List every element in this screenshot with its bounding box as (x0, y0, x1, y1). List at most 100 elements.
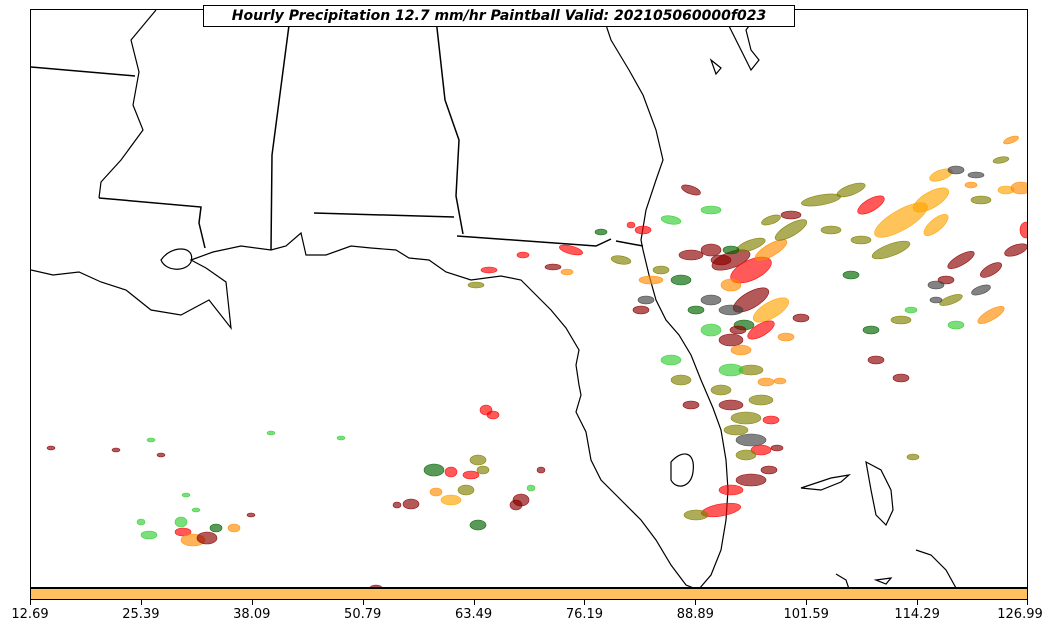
precip-blob (444, 466, 458, 478)
state-borders (31, 10, 644, 251)
precip-blob (196, 531, 218, 545)
island (915, 549, 957, 587)
precip-blob (770, 444, 784, 452)
precip-blob (516, 251, 530, 259)
precip-blob (1004, 243, 1027, 257)
border-line (615, 240, 644, 247)
precip-blob (544, 263, 562, 271)
precip-blob (682, 400, 700, 410)
precip-blob (718, 399, 744, 411)
precip-blob (792, 313, 810, 323)
precip-blob (536, 466, 546, 474)
precip-blob (1019, 221, 1027, 239)
precip-blob (729, 325, 747, 335)
colorbar-tick (584, 600, 586, 605)
map-title: Hourly Precipitation 12.7 mm/hr Paintbal… (203, 5, 795, 27)
paintball-blobs (46, 135, 1027, 587)
island (800, 474, 851, 491)
precip-blob (638, 275, 664, 285)
precip-blob (486, 410, 500, 420)
island (709, 58, 722, 76)
precip-blob (748, 394, 774, 406)
precip-blob (687, 305, 705, 315)
precip-blob (660, 354, 682, 366)
colorbar-tick (695, 600, 697, 605)
precip-blob (904, 306, 918, 314)
colorbar-tick-label: 25.39 (122, 607, 160, 622)
border-line (456, 235, 612, 247)
precip-blob (174, 516, 188, 528)
precip-blob (480, 266, 498, 274)
precip-blob (730, 411, 762, 425)
precip-blob (850, 235, 872, 245)
colorbar (30, 588, 1028, 600)
precip-blob (927, 280, 945, 290)
colorbar-tick-label: 126.99 (997, 607, 1043, 622)
colorbar-tick (473, 600, 475, 605)
precip-blob (509, 499, 523, 511)
precip-blob (369, 584, 383, 587)
precip-blob (700, 294, 722, 306)
precip-blob (762, 415, 780, 425)
coastline (31, 10, 957, 587)
precip-blob (964, 181, 978, 189)
precip-blob (560, 268, 574, 276)
colorbar-tick (917, 600, 919, 605)
precip-blob (632, 305, 650, 315)
precip-blob (174, 527, 192, 537)
precip-blob (912, 187, 950, 213)
precip-blob (752, 297, 790, 323)
precip-blob (842, 270, 860, 280)
precip-blob (246, 512, 256, 518)
precip-blob (700, 323, 722, 337)
colorbar-tick-label: 50.79 (344, 607, 382, 622)
precip-blob (890, 315, 912, 325)
colorbar-tick-label: 63.49 (454, 607, 493, 622)
precip-blob (722, 245, 740, 255)
precip-blob (820, 225, 842, 235)
precip-blob (670, 274, 692, 286)
precip-blob (336, 435, 346, 441)
colorbar-tick (251, 600, 253, 605)
precip-blob (191, 507, 201, 513)
precip-blob (476, 465, 490, 475)
precip-blob (140, 530, 158, 540)
precip-blob (774, 219, 808, 241)
precip-blob (747, 320, 775, 340)
precip-blob (429, 487, 443, 497)
precip-blob (227, 523, 241, 533)
precip-blob (594, 228, 608, 236)
border-line (313, 212, 455, 218)
precip-blob (469, 519, 487, 531)
island (873, 577, 893, 585)
precip-blob (610, 255, 632, 265)
precip-blob (761, 214, 781, 226)
precip-blob (735, 433, 767, 447)
precip-blob (467, 281, 485, 289)
border-line (434, 10, 464, 235)
colorbar-tick (806, 600, 808, 605)
precip-blob (800, 193, 842, 207)
precip-blob (462, 470, 480, 480)
precip-blob (634, 225, 652, 235)
precip-blob (773, 377, 787, 385)
precip-blob (780, 210, 802, 220)
precip-blob (937, 275, 955, 285)
precip-blob (947, 320, 965, 330)
precip-blob (526, 484, 536, 492)
precip-blob (683, 509, 709, 521)
colorbar-tick-label: 12.69 (11, 607, 49, 622)
precip-blob (678, 249, 704, 261)
precip-blob (929, 296, 943, 304)
precip-blob (1010, 181, 1027, 195)
precip-blob (867, 355, 885, 365)
precip-blob (46, 445, 56, 451)
precip-blob (670, 374, 692, 386)
island (835, 573, 849, 587)
precip-blob (967, 171, 985, 179)
precip-blob (718, 333, 744, 347)
precip-blob (718, 304, 744, 316)
precip-blob (402, 498, 420, 510)
precip-blob (136, 518, 146, 526)
colorbar-tick-label: 101.59 (783, 607, 829, 622)
